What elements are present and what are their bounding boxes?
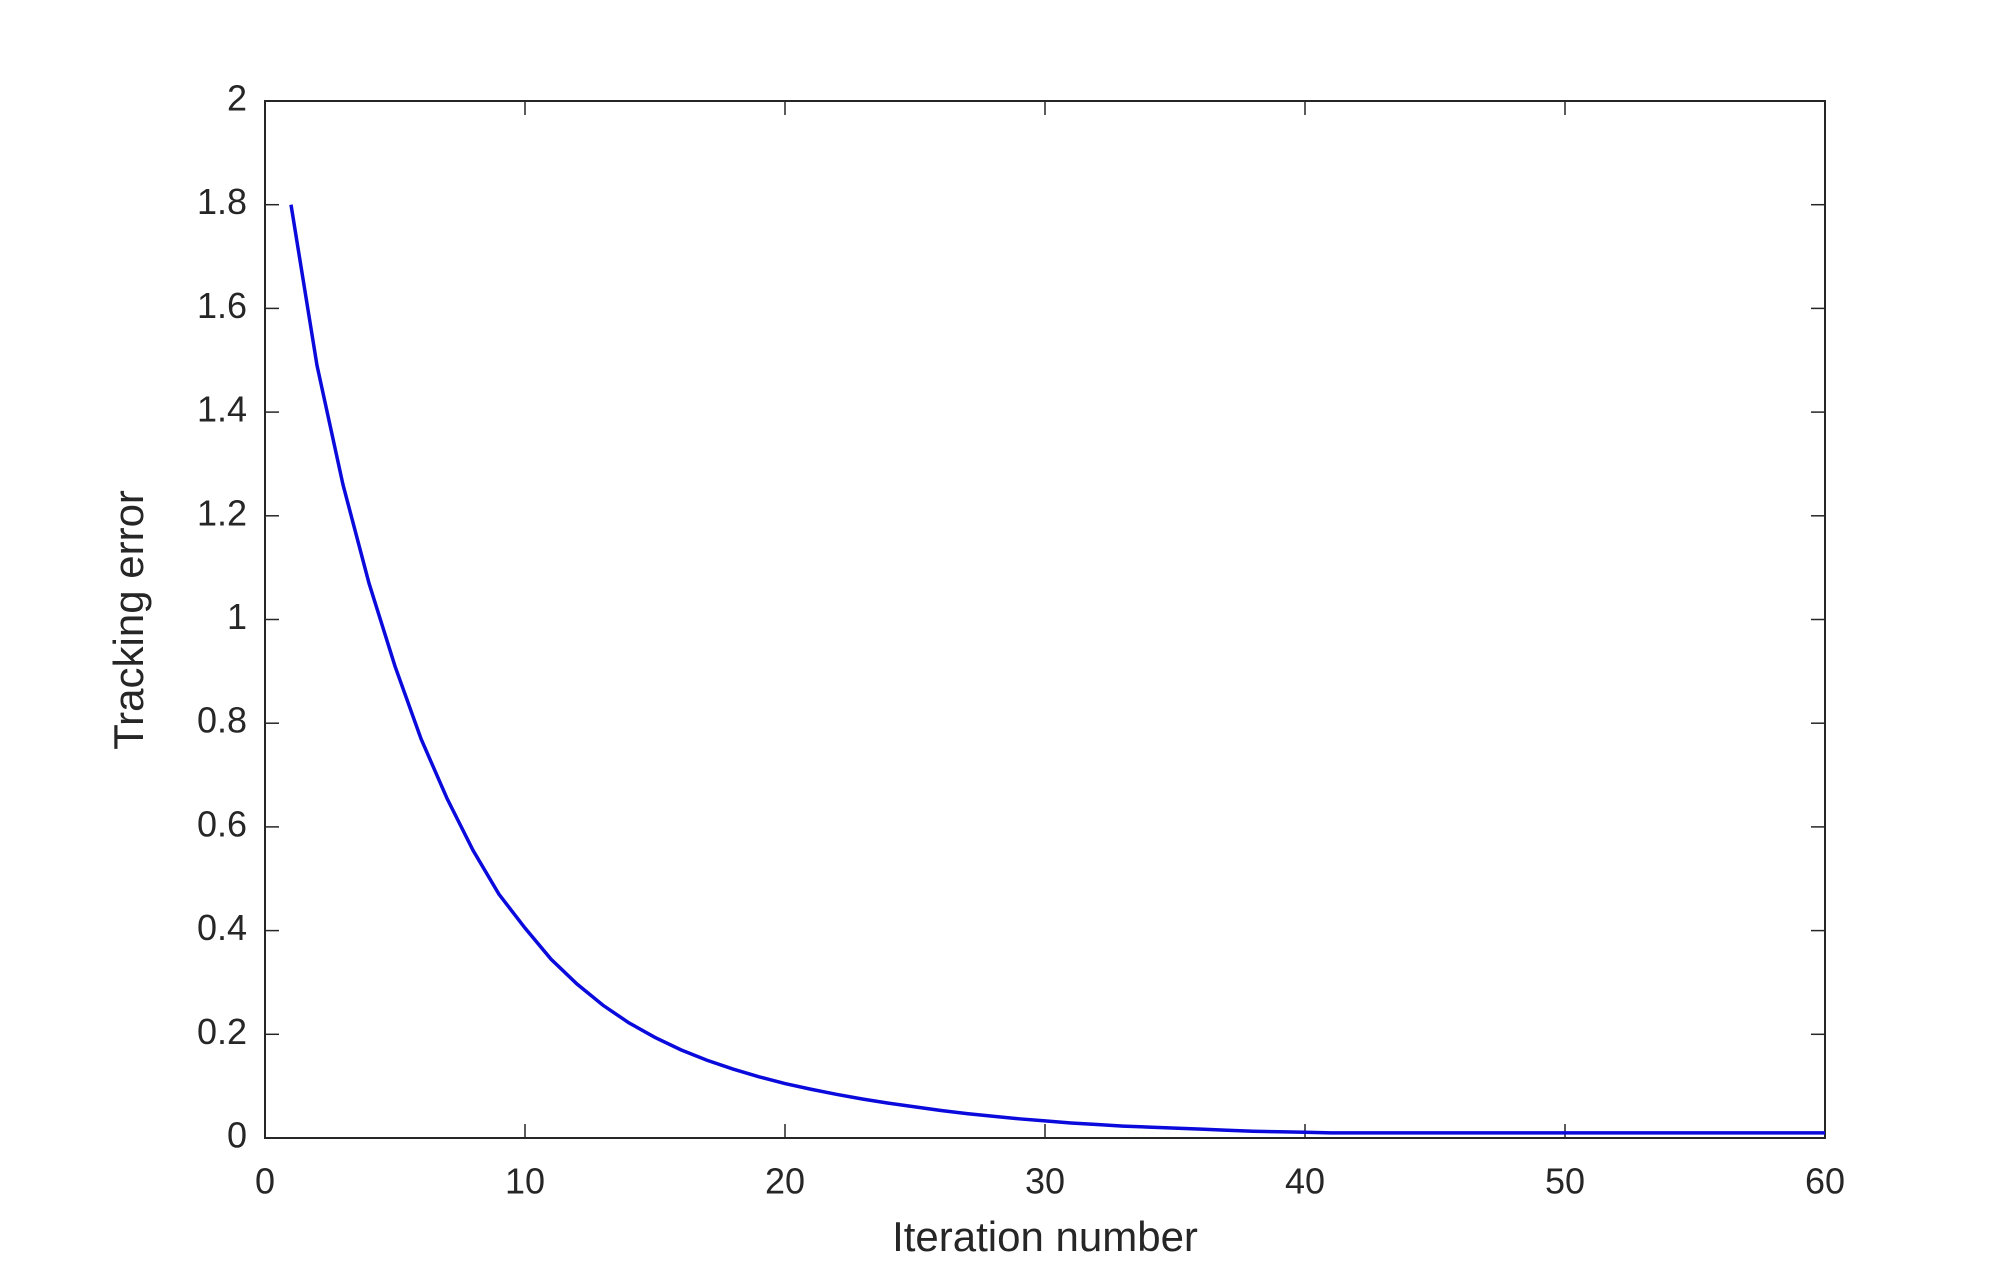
x-tick-label: 10	[505, 1161, 545, 1202]
y-tick-label: 2	[227, 78, 247, 119]
y-tick-label: 1.2	[197, 492, 247, 533]
x-axis-label: Iteration number	[892, 1213, 1198, 1260]
x-tick-label: 30	[1025, 1161, 1065, 1202]
data-line	[289, 204, 1825, 1135]
x-tick-label: 50	[1545, 1161, 1585, 1202]
y-tick-label: 1.6	[197, 285, 247, 326]
y-tick-label: 0.8	[197, 700, 247, 741]
y-tick-label: 1.4	[197, 389, 247, 430]
y-tick-label: 1	[227, 596, 247, 637]
y-tick-label: 0.4	[197, 907, 247, 948]
y-tick-label: 0.6	[197, 803, 247, 844]
x-tick-label: 20	[765, 1161, 805, 1202]
x-tick-label: 40	[1285, 1161, 1325, 1202]
y-tick-label: 0.2	[197, 1011, 247, 1052]
y-axis-label: Tracking error	[105, 490, 152, 750]
y-tick-label: 1.8	[197, 181, 247, 222]
x-tick-label: 60	[1805, 1161, 1845, 1202]
x-tick-label: 0	[255, 1161, 275, 1202]
plot-frame	[264, 100, 1826, 1139]
y-tick-label: 0	[227, 1115, 247, 1156]
